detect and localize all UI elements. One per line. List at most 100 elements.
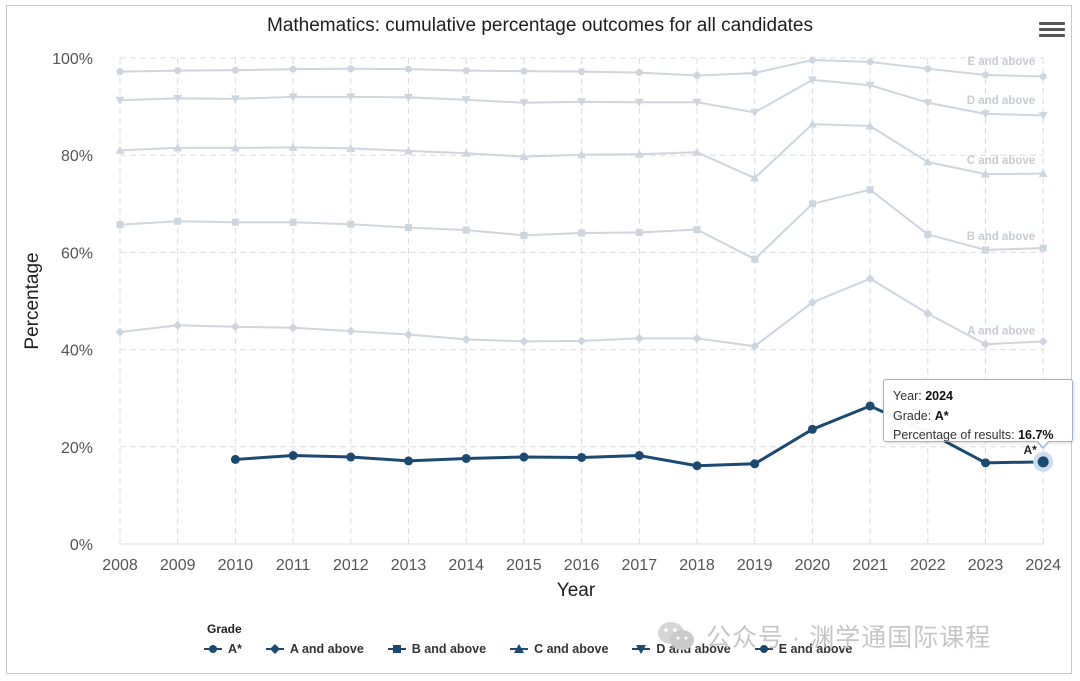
data-point-b-and-above bbox=[231, 218, 239, 226]
data-point-a-and-above bbox=[1038, 336, 1048, 346]
data-point-a-star bbox=[807, 424, 817, 434]
legend-label: C and above bbox=[534, 642, 609, 656]
data-point-d-and-above bbox=[346, 93, 356, 102]
data-point-a-and-above bbox=[923, 309, 933, 319]
data-point-d-and-above bbox=[692, 98, 702, 107]
data-point-a-and-above bbox=[634, 333, 644, 343]
chart-title: Mathematics: cumulative percentage outco… bbox=[267, 15, 813, 36]
x-tick-label: 2017 bbox=[622, 557, 658, 574]
legend-label: B and above bbox=[411, 642, 487, 656]
data-point-c-and-above bbox=[865, 121, 875, 130]
data-point-c-and-above bbox=[288, 142, 298, 151]
y-tick-label: 20% bbox=[61, 440, 93, 457]
tooltip-year-label: Year: bbox=[893, 389, 926, 403]
data-point-a-and-above bbox=[346, 326, 356, 336]
data-point-b-and-above bbox=[462, 226, 470, 234]
data-point-c-and-above bbox=[750, 173, 760, 182]
data-point-c-and-above bbox=[692, 147, 702, 156]
data-point-d-and-above bbox=[404, 93, 413, 102]
x-tick-label: 2009 bbox=[160, 557, 196, 574]
data-point-e-and-above bbox=[174, 67, 182, 75]
y-tick-label: 60% bbox=[61, 245, 93, 262]
data-point-d-and-above bbox=[577, 98, 587, 107]
data-point-e-and-above bbox=[1039, 72, 1047, 80]
legend-item[interactable]: A* bbox=[204, 642, 242, 656]
data-point-a-and-above bbox=[807, 297, 817, 307]
data-point-c-and-above bbox=[346, 143, 356, 152]
x-tick-label: 2008 bbox=[102, 557, 138, 574]
data-point-a-star bbox=[288, 451, 298, 461]
data-point-b-and-above bbox=[808, 200, 816, 208]
data-point-b-and-above bbox=[347, 220, 355, 228]
watermark-text: 公众号 · 渊学通国际课程 bbox=[706, 624, 992, 652]
legend-item[interactable]: E and above bbox=[754, 642, 852, 656]
data-point-d-and-above bbox=[923, 99, 933, 108]
data-point-e-and-above bbox=[231, 66, 239, 74]
legend-item[interactable]: B and above bbox=[387, 642, 487, 656]
data-point-b-and-above bbox=[866, 186, 874, 194]
line-label-c-and-above: C and above bbox=[967, 155, 1035, 167]
watermark: 公众号 · 渊学通国际课程 bbox=[656, 618, 991, 654]
data-point-b-and-above bbox=[578, 229, 586, 237]
data-point-c-and-above bbox=[461, 148, 471, 157]
data-point-c-and-above bbox=[923, 157, 933, 166]
y-tick-label: 80% bbox=[61, 148, 93, 165]
data-point-c-and-above bbox=[1038, 169, 1048, 178]
data-point-d-and-above bbox=[807, 76, 817, 85]
tooltip-grade-label: Grade: bbox=[893, 408, 935, 423]
data-point-c-and-above bbox=[519, 152, 529, 161]
legend-symbol-icon bbox=[754, 645, 773, 653]
tooltip-grade-value: A* bbox=[934, 408, 949, 423]
data-point-d-and-above bbox=[173, 94, 183, 103]
data-point-a-star bbox=[461, 453, 471, 463]
legend-item[interactable]: A and above bbox=[265, 642, 364, 656]
data-point-a-and-above bbox=[115, 327, 125, 337]
legend-item[interactable]: C and above bbox=[510, 642, 608, 656]
data-point-b-and-above bbox=[693, 226, 701, 234]
legend-symbol-icon bbox=[510, 644, 529, 653]
data-point-d-and-above bbox=[461, 96, 471, 105]
data-point-d-and-above bbox=[115, 96, 125, 105]
data-point-b-and-above bbox=[289, 218, 297, 226]
data-point-b-and-above bbox=[520, 231, 528, 239]
data-point-e-and-above bbox=[982, 71, 989, 79]
y-tick-label: 0% bbox=[70, 537, 93, 554]
data-point-b-and-above bbox=[1039, 244, 1047, 252]
point-label: A* bbox=[1024, 443, 1038, 457]
data-point-b-and-above bbox=[174, 217, 182, 225]
data-point-a-and-above bbox=[750, 341, 760, 351]
data-point-a-and-above bbox=[519, 336, 529, 346]
tooltip: Year: 2024 Grade: A* Percentage of resul… bbox=[883, 379, 1073, 442]
data-point-e-and-above bbox=[405, 65, 412, 73]
data-point-e-and-above bbox=[347, 65, 355, 73]
data-point-e-and-above bbox=[808, 56, 816, 64]
data-point-a-star bbox=[230, 454, 240, 464]
x-axis-title: Year bbox=[557, 580, 596, 601]
data-point-d-and-above bbox=[288, 93, 298, 102]
legend-symbol-icon bbox=[387, 645, 406, 653]
data-point-b-and-above bbox=[635, 228, 643, 236]
data-point-a-star bbox=[634, 451, 644, 461]
line-label-d-and-above: D and above bbox=[967, 95, 1035, 107]
legend-symbol-icon bbox=[265, 644, 284, 654]
legend-symbol-icon bbox=[204, 645, 222, 653]
x-tick-label: 2012 bbox=[333, 557, 369, 574]
data-point-a-and-above bbox=[173, 320, 183, 330]
x-tick-label: 2016 bbox=[564, 557, 600, 574]
data-point-a-star bbox=[346, 452, 356, 462]
data-point-e-and-above bbox=[924, 65, 932, 73]
data-point-e-and-above bbox=[462, 67, 470, 75]
data-point-a-and-above bbox=[404, 330, 413, 340]
data-point-e-and-above bbox=[578, 68, 586, 76]
data-point-e-and-above bbox=[635, 69, 643, 77]
y-axis-title: Percentage bbox=[22, 252, 43, 349]
data-point-a-and-above bbox=[865, 274, 875, 284]
hamburger-menu-icon[interactable] bbox=[1039, 22, 1065, 44]
chart-frame bbox=[6, 5, 1072, 674]
tooltip-percent-label: Percentage of results: bbox=[893, 428, 1019, 442]
data-point-a-and-above bbox=[288, 323, 298, 333]
tooltip-arrow-inner bbox=[1037, 440, 1049, 447]
data-point-e-and-above bbox=[116, 68, 124, 76]
data-point-c-and-above bbox=[404, 146, 413, 155]
